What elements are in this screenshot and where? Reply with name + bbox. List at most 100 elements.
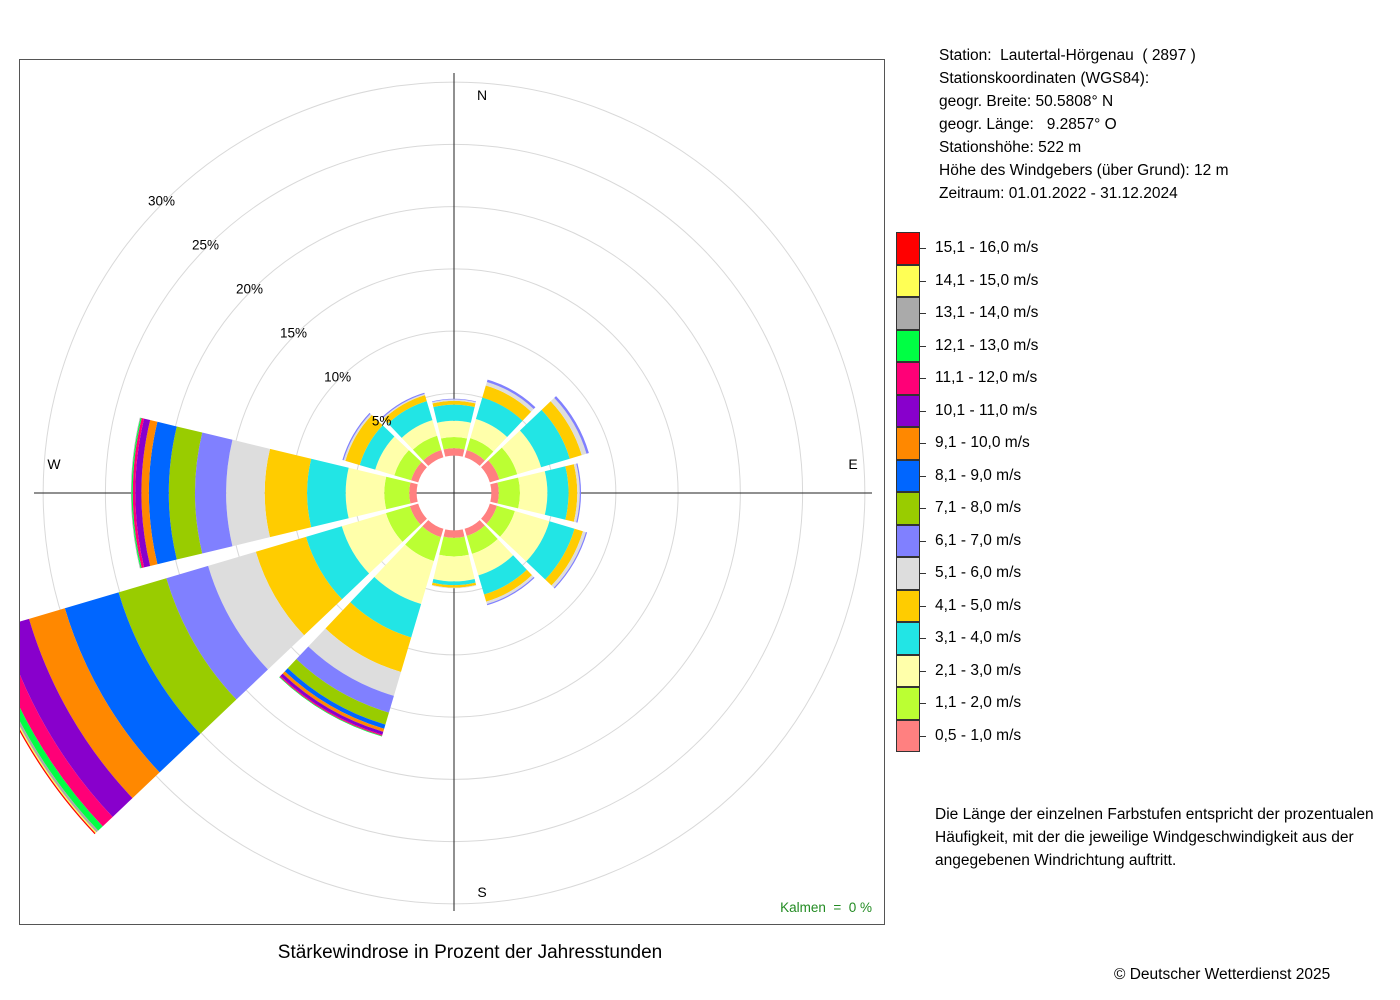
legend-label: 8,1 - 9,0 m/s xyxy=(935,466,1022,484)
time-period: Zeitraum: 01.01.2022 - 31.12.2024 xyxy=(939,185,1178,202)
sector-segment xyxy=(20,707,103,831)
sector-segment xyxy=(432,400,476,408)
ring-label: 25% xyxy=(192,238,219,253)
legend-label: 6,1 - 7,0 m/s xyxy=(935,531,1022,549)
legend-tick xyxy=(920,508,926,509)
legend-swatch xyxy=(896,654,920,687)
legend-label: 10,1 - 11,0 m/s xyxy=(935,401,1038,419)
sector-segment xyxy=(481,460,500,483)
sector-segment xyxy=(264,448,312,538)
legend-label: 3,1 - 4,0 m/s xyxy=(935,629,1022,646)
sector-segment xyxy=(130,417,141,569)
legend-tick xyxy=(920,605,926,607)
station-latitude: geogr. Breite: 50.5808° N xyxy=(939,93,1114,110)
legend-label: 14,1 - 15,0 m/s xyxy=(935,271,1039,289)
legend-tick xyxy=(920,443,926,444)
sector-segment xyxy=(20,618,133,817)
sector-segment xyxy=(135,418,151,568)
sector-segment xyxy=(208,551,305,670)
sector-segment xyxy=(132,418,145,568)
sector-segment xyxy=(518,471,548,515)
legend-tick xyxy=(920,475,926,477)
sector-segment xyxy=(431,585,477,589)
legend-label: 0,5 - 1,0 m/s xyxy=(935,726,1022,744)
legend-tick xyxy=(920,248,926,249)
sector-segment xyxy=(478,555,527,595)
sector-segment xyxy=(412,435,442,461)
sector-segment xyxy=(484,569,532,602)
sector-segment xyxy=(544,466,569,520)
legend-item: 13,1 - 14,0 m/s xyxy=(896,297,1196,330)
sector-segment xyxy=(409,482,418,504)
sector-segment xyxy=(195,432,233,554)
sector-segment xyxy=(394,450,422,481)
legend-label: 13,1 - 14,0 m/s xyxy=(935,304,1039,321)
compass-label-e: E xyxy=(848,456,857,472)
station-longitude: geogr. Länge: 9.2857° O xyxy=(939,116,1117,133)
sector-segment xyxy=(148,421,177,565)
station-altitude: Stationshöhe: 522 m xyxy=(939,139,1082,156)
sector-segment xyxy=(383,395,427,424)
sector-segment xyxy=(440,436,468,450)
legend-swatch xyxy=(896,394,920,427)
legend-item: 4,1 - 5,0 m/s xyxy=(896,589,1196,622)
legend-tick xyxy=(920,735,926,737)
legend-item: 9,1 - 10,0 m/s xyxy=(896,427,1196,460)
anemometer-height: Höhe des Windgebers (über Grund): 12 m xyxy=(939,162,1229,179)
ring-label: 5% xyxy=(372,414,392,429)
copyright-notice: © Deutscher Wetterdienst 2025 xyxy=(1114,966,1331,983)
sector-segment xyxy=(409,503,427,525)
sector-segment xyxy=(497,477,520,509)
compass-label-s: S xyxy=(477,884,486,900)
legend-swatch xyxy=(896,687,920,720)
sector-segment xyxy=(485,381,534,412)
sector-segment xyxy=(573,463,580,523)
legend-swatch xyxy=(896,719,920,752)
legend-tick xyxy=(920,410,926,412)
legend-label: 2,1 - 3,0 m/s xyxy=(935,661,1022,679)
sector-segment xyxy=(550,397,587,456)
sector-segment xyxy=(226,439,270,547)
sector-segment xyxy=(464,450,485,466)
legend-tick xyxy=(920,703,926,704)
legend-label: 11,1 - 12,0 m/s xyxy=(935,369,1038,386)
sector-segment xyxy=(284,668,386,729)
legend-tick xyxy=(920,345,926,347)
legend-swatch xyxy=(896,264,920,297)
sector-segment xyxy=(29,608,160,799)
sector-segment xyxy=(432,398,476,402)
sector-segment xyxy=(488,447,518,480)
legend-item: 6,1 - 7,0 m/s xyxy=(896,524,1196,557)
sector-segment xyxy=(437,420,471,439)
ring-label: 30% xyxy=(148,194,175,209)
legend-label: 9,1 - 10,0 m/s xyxy=(935,434,1030,451)
sector-segment xyxy=(472,539,514,576)
sector-segment xyxy=(296,646,394,713)
legend-item: 15,1 - 16,0 m/s xyxy=(896,232,1196,265)
legend-item: 8,1 - 9,0 m/s xyxy=(896,459,1196,492)
legend-item: 10,1 - 11,0 m/s xyxy=(896,394,1196,427)
sector-segment xyxy=(374,544,434,605)
legend-swatch xyxy=(896,232,920,265)
sector-segment xyxy=(422,520,444,538)
sector-segment xyxy=(345,467,387,519)
legend-label: 7,1 - 8,0 m/s xyxy=(935,499,1022,516)
legend-swatch xyxy=(896,459,920,492)
legend-swatch xyxy=(896,362,920,395)
sector-segment xyxy=(486,505,515,537)
sector-segment xyxy=(166,565,268,700)
legend-label: 12,1 - 13,0 m/s xyxy=(935,336,1039,354)
legend-swatch xyxy=(896,622,920,655)
legend-item: 2,1 - 3,0 m/s xyxy=(896,654,1196,687)
sector-segment xyxy=(475,397,523,438)
legend-swatch xyxy=(896,492,920,525)
sector-segment xyxy=(20,674,113,827)
legend-tick xyxy=(920,670,926,672)
station-coordinates-heading: Stationskoordinaten (WGS84): xyxy=(939,70,1150,87)
sector-segment xyxy=(305,526,370,600)
sector-segment xyxy=(411,462,427,483)
legend-item: 3,1 - 4,0 m/s xyxy=(896,622,1196,655)
legend-item: 0,5 - 1,0 m/s xyxy=(896,719,1196,752)
sector-segment xyxy=(486,379,536,410)
legend-swatch xyxy=(896,557,920,590)
